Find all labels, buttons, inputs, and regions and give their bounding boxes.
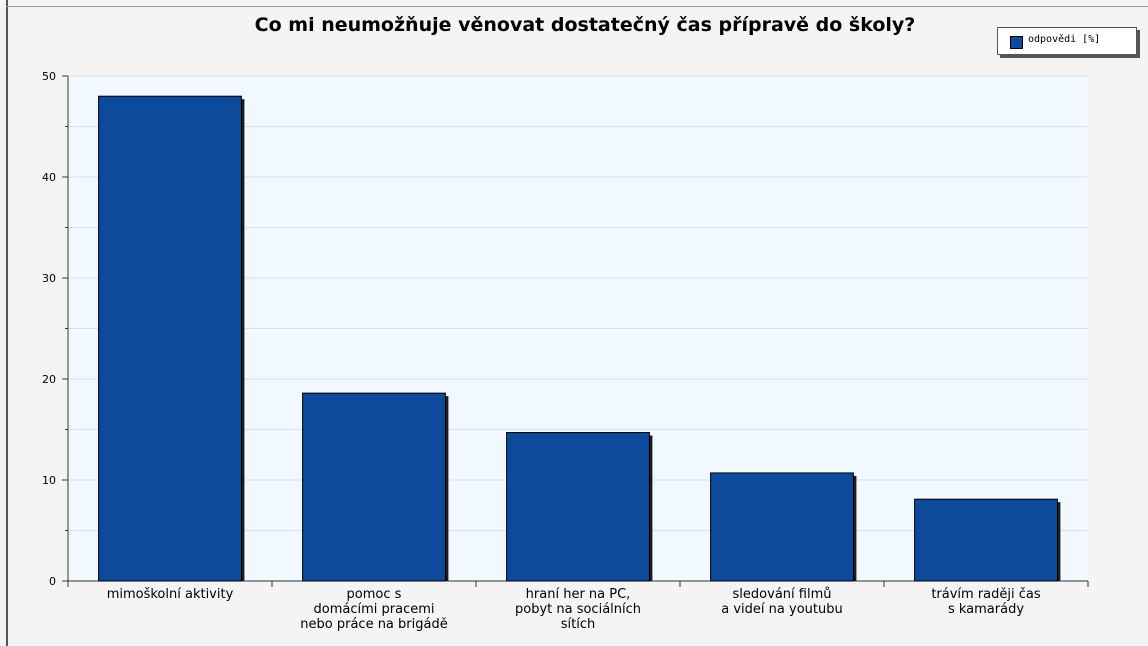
category-label: hraní her na PC,: [526, 587, 631, 602]
y-tick-label: 20: [42, 373, 56, 386]
category-label: trávím raději čas: [931, 587, 1041, 602]
frame-left-border: [6, 0, 8, 646]
frame-top-border: [6, 6, 1148, 7]
bar: [914, 498, 1058, 582]
y-tick-label: 40: [42, 171, 56, 184]
legend-label: odpovědi [%]: [1028, 34, 1101, 45]
category-label: nebo práce na brigádě: [300, 617, 447, 632]
y-tick-label: 30: [42, 272, 56, 285]
category-label: s kamarády: [948, 602, 1024, 617]
legend: odpovědi [%]: [997, 27, 1137, 55]
bar: [98, 95, 242, 582]
category-label: sledování filmů: [733, 587, 832, 602]
y-tick-label: 0: [49, 575, 56, 588]
bar: [710, 472, 854, 582]
legend-swatch: [1010, 36, 1023, 49]
category-label: mimoškolní aktivity: [107, 587, 234, 602]
category-label: a videí na youtubu: [721, 602, 842, 617]
bar: [302, 392, 446, 582]
category-label: sítích: [561, 617, 595, 632]
bar: [506, 432, 650, 582]
y-tick-label: 10: [42, 474, 56, 487]
chart-title: Co mi neumožňuje věnovat dostatečný čas …: [254, 14, 916, 36]
y-tick-label: 50: [42, 70, 56, 83]
category-label: domácími pracemi: [314, 602, 435, 617]
category-label: pomoc s: [347, 587, 402, 602]
category-label: pobyt na sociálních: [515, 602, 641, 617]
